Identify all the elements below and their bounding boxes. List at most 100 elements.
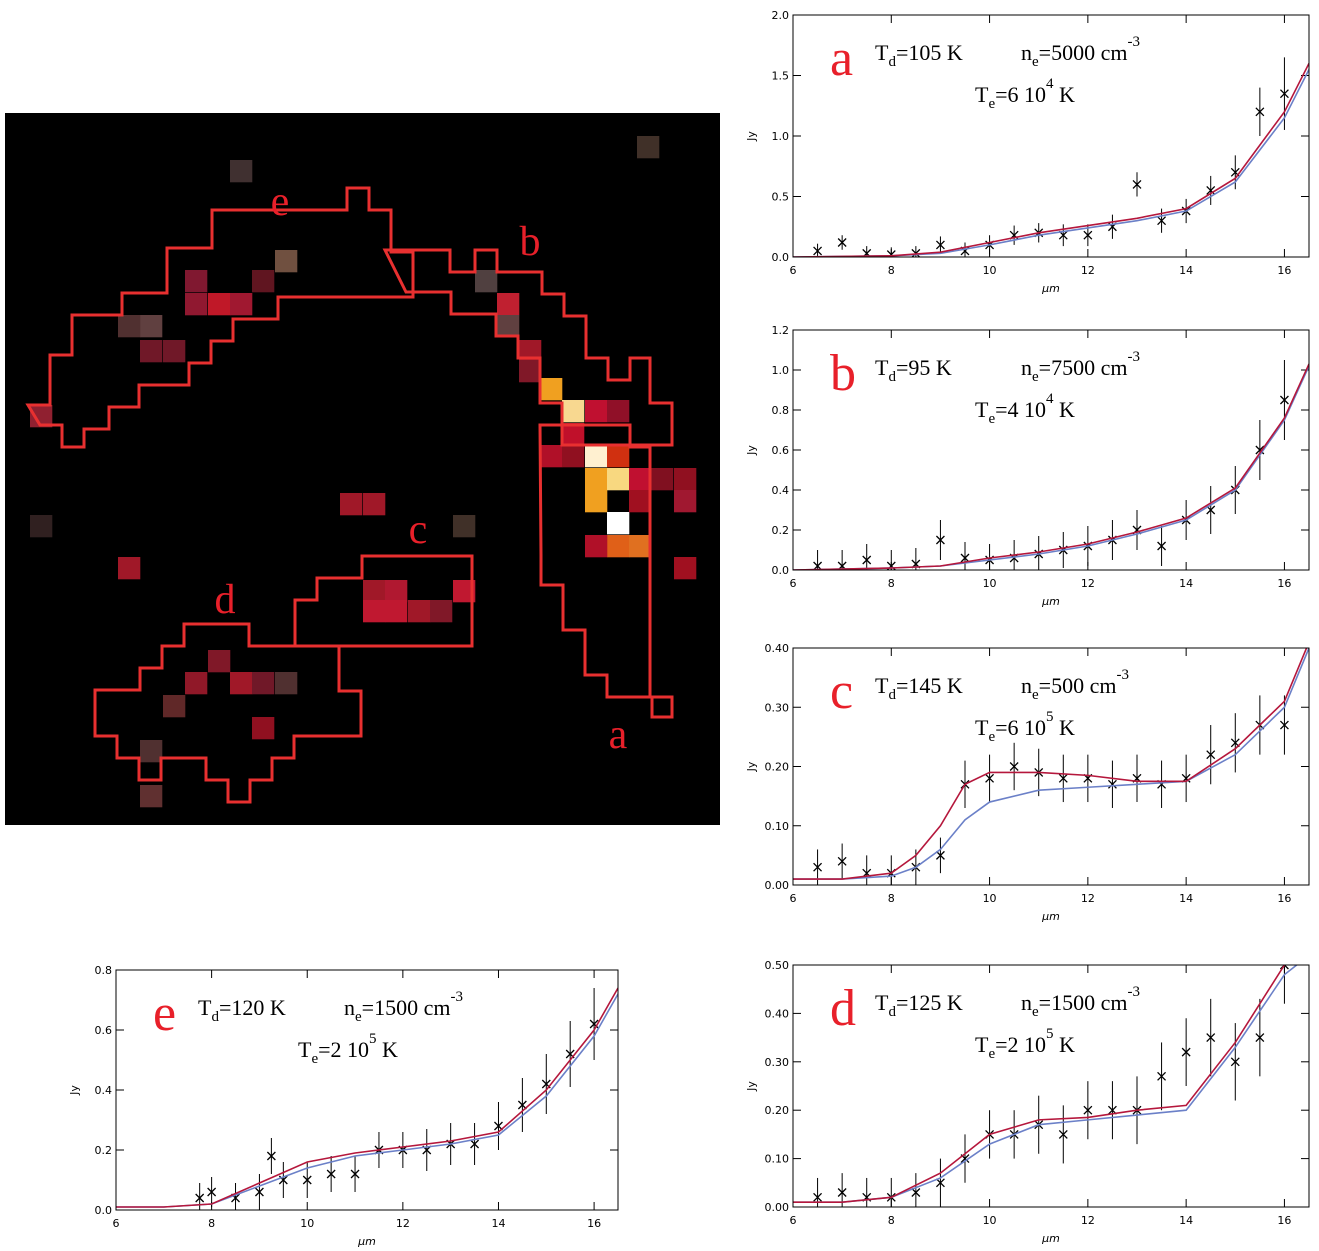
data-point [1279,89,1289,99]
panel-letter: a [830,30,853,87]
plot-area [793,360,1309,570]
data-point [1058,1129,1068,1139]
panel-letter: c [830,663,853,720]
data-point [813,246,823,256]
parameter-part: e [1032,369,1039,385]
x-tick-label: 16 [1277,1214,1291,1227]
x-tick-label: 8 [888,264,895,277]
x-tick-label: 14 [1179,892,1193,905]
data-point [195,1193,205,1203]
y-tick-label: 0.8 [95,964,113,977]
parameter-part: e [988,1046,995,1062]
x-tick-label: 10 [983,264,997,277]
data-point [935,1178,945,1188]
plot-area [793,648,1309,885]
model-line [793,648,1309,880]
y-tick-label: 0.6 [772,444,790,457]
region-label: a [609,712,628,758]
parameter-part: =4 10 [995,397,1046,422]
x-tick-label: 14 [491,1217,505,1230]
y-tick-label: 0.2 [772,524,790,537]
data-point [1206,1033,1216,1043]
x-axis-label: μm [1041,595,1060,608]
x-tick-label: 10 [983,577,997,590]
data-point [1157,541,1167,551]
x-tick-label: 12 [396,1217,410,1230]
plot-frame [792,329,1310,571]
y-tick-label: 2.0 [772,9,790,22]
x-tick-label: 10 [300,1217,314,1230]
y-tick-label: 0.30 [765,701,790,714]
data-point [813,1192,823,1202]
parameter-part: d [888,1004,896,1020]
parameter-part: =6 10 [995,715,1046,740]
y-tick-label: 0.10 [765,1153,790,1166]
parameter: ne=5000 cm-3 [1021,34,1140,70]
data-point [935,240,945,250]
parameter-part: T [875,40,889,65]
data-point [302,1175,312,1185]
parameter-part: K [1054,715,1076,740]
x-tick-label: 12 [1081,892,1095,905]
plot-frame [792,964,1310,1208]
data-point [470,1139,480,1149]
parameter-part: d [888,369,896,385]
parameter-part: =105 K [896,40,963,65]
parameter-part: 5 [1046,1026,1054,1042]
y-tick-label: 0.20 [765,761,790,774]
parameter-part: e [988,96,995,112]
parameter-part: e [988,411,995,427]
parameter: Te=4 104 K [975,391,1075,427]
data-point [1181,1047,1191,1057]
panel-letter: e [153,985,176,1042]
y-axis-label: Jy [745,445,758,456]
parameter-part: d [888,54,896,70]
parameter-part: 4 [1046,391,1054,407]
x-tick-label: 8 [888,577,895,590]
y-tick-label: 0.10 [765,820,790,833]
parameter-part: T [875,990,889,1015]
y-axis-label: Jy [68,1085,81,1096]
data-point [1058,773,1068,783]
data-point [1107,779,1117,789]
data-point [886,250,896,257]
parameter-part: e [355,1009,362,1025]
data-point [911,1188,921,1197]
parameter-part: n [344,995,355,1020]
parameter: Td=145 K [875,673,963,703]
parameter-part: -3 [450,989,463,1005]
data-point [837,1188,847,1197]
parameter-part: K [1054,82,1076,107]
data-point [1255,107,1265,117]
parameter-part: T [875,355,889,380]
parameter-part: d [888,687,896,703]
parameter: Te=2 105 K [975,1026,1075,1062]
data-point [1279,395,1289,405]
parameter: ne=500 cm-3 [1021,667,1129,703]
model-line [116,993,618,1208]
region-label: c [409,507,428,553]
plot-area [793,965,1299,1207]
y-tick-label: 0.00 [765,879,790,892]
x-tick-label: 6 [790,577,797,590]
x-tick-label: 14 [1179,1214,1193,1227]
x-tick-label: 8 [208,1217,215,1230]
parameter-part: T [298,1037,312,1062]
x-axis-label: μm [1041,282,1060,295]
data-point [326,1169,336,1179]
y-axis-label: Jy [745,761,758,772]
parameter-part: T [875,673,889,698]
y-tick-label: 0.0 [772,564,790,577]
y-tick-label: 0.8 [772,404,790,417]
model-line [793,363,1309,570]
data-point [813,862,823,872]
y-tick-label: 0.6 [95,1024,113,1037]
parameter-part: =1500 cm [362,995,451,1020]
region-outlines [25,186,674,804]
data-point [1132,179,1142,189]
parameter-part: T [975,397,989,422]
data-point [254,1187,264,1197]
x-tick-label: 8 [888,892,895,905]
